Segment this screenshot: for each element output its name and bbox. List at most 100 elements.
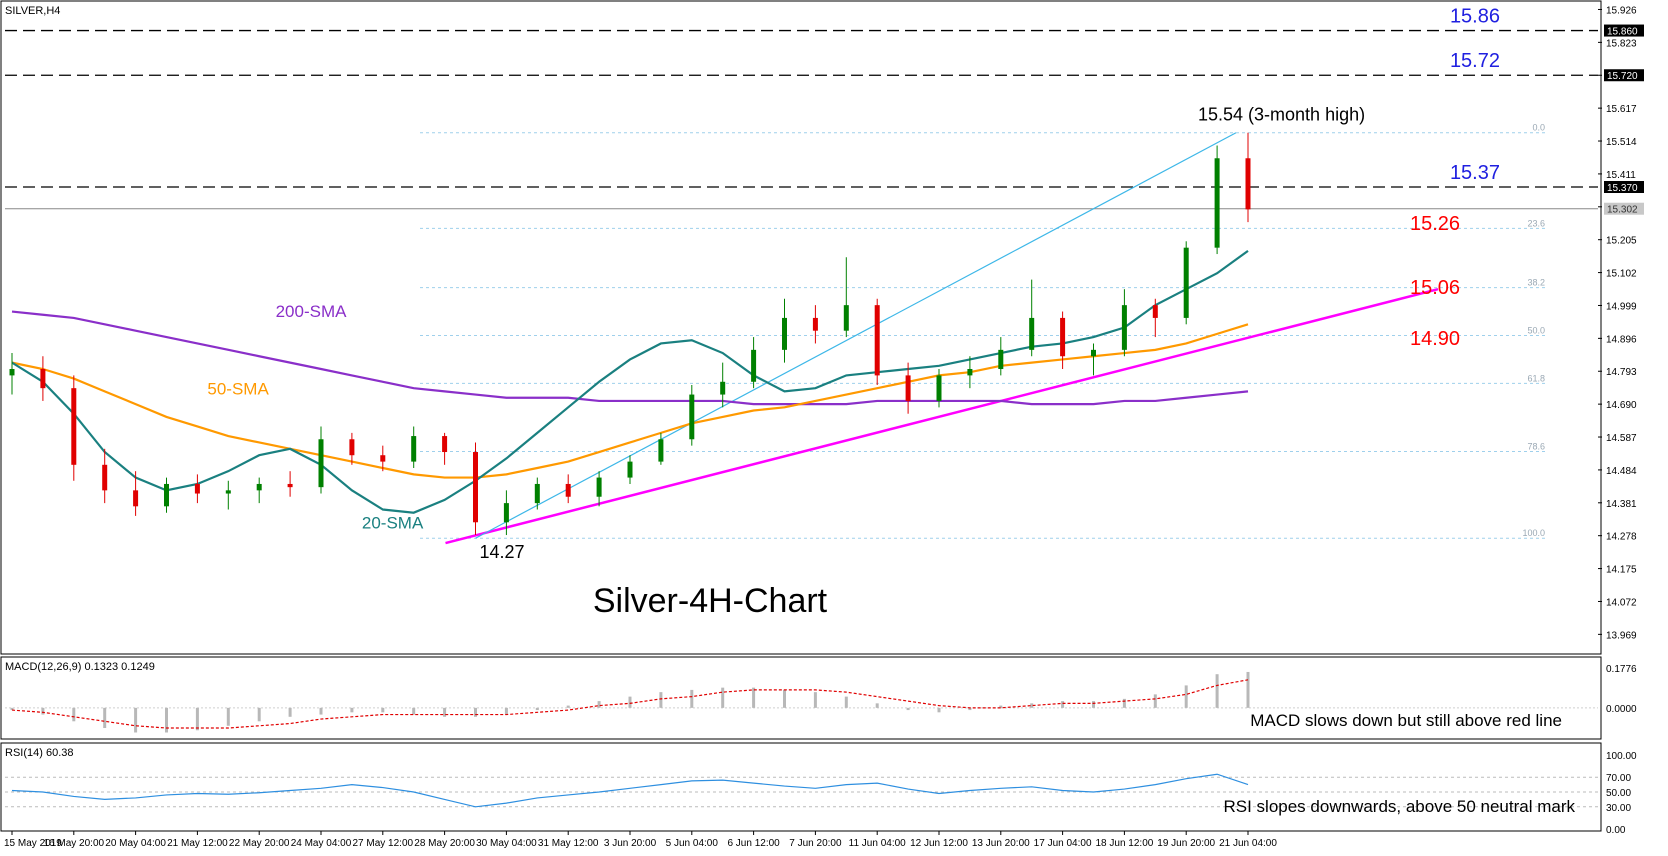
macd-annotation: MACD slows down but still above red line — [1250, 711, 1562, 730]
rsi-tick-label: 100.00 — [1606, 751, 1637, 762]
candle-body — [998, 349, 1004, 370]
price-annotation: 15.06 — [1410, 277, 1460, 299]
time-tick-label: 15 May 2019 — [4, 838, 62, 849]
candle-body — [164, 483, 169, 507]
resistance-level-label: 15.37 — [1450, 162, 1500, 184]
price-tick-label: 14.793 — [1606, 367, 1637, 378]
fib-level-label: 50.0 — [1527, 325, 1545, 335]
time-tick-label: 30 May 04:00 — [476, 838, 537, 849]
macd-label: MACD(12,26,9) 0.1323 0.1249 — [5, 661, 155, 673]
time-tick-label: 11 Jun 04:00 — [849, 838, 907, 849]
rsi-annotation: RSI slopes downwards, above 50 neutral m… — [1223, 797, 1575, 816]
symbol-header: SILVER,H4 — [5, 5, 60, 17]
rsi-label: RSI(14) 60.38 — [5, 747, 73, 759]
time-tick-label: 20 May 04:00 — [105, 838, 166, 849]
candle-body — [503, 503, 509, 523]
fib-level-label: 23.6 — [1527, 218, 1545, 228]
trendlines — [445, 132, 1439, 545]
time-tick-label: 6 Jun 12:00 — [727, 838, 780, 849]
fibonacci-levels: 0.0 23.6 38.2 50.0 61.8 78.6 100.0 — [420, 123, 1548, 539]
resistance-level-label: 15.86 — [1450, 6, 1500, 28]
time-tick-label: 7 Jun 20:00 — [789, 838, 842, 849]
price-tick-label: 14.587 — [1606, 433, 1637, 444]
candle-body — [9, 369, 15, 376]
candle-body — [287, 483, 293, 488]
fib-level-label: 0.0 — [1532, 123, 1545, 133]
candle-body — [565, 483, 571, 497]
candle-body — [1091, 349, 1096, 357]
rsi-tick-label: 30.00 — [1606, 803, 1631, 814]
price-tick-label: 13.969 — [1606, 630, 1637, 641]
candle-body — [843, 305, 849, 331]
price-axis: 15.926 15.823 15.720 15.617 15.514 15.411 15.3… — [1598, 5, 1637, 641]
price-tag-box — [1604, 181, 1644, 194]
price-tick-label: 14.072 — [1606, 597, 1637, 608]
candle-body — [411, 436, 417, 462]
fib-level-label: 100.0 — [1522, 528, 1545, 538]
fib-level-label: 78.6 — [1527, 441, 1545, 451]
candle-body — [627, 461, 633, 478]
price-tick-label: 15.411 — [1606, 170, 1636, 181]
time-tick-label: 3 Jun 20:00 — [604, 838, 657, 849]
rsi-tick-label: 0.00 — [1606, 825, 1626, 836]
candle-body — [751, 349, 757, 382]
candle-body — [812, 317, 818, 331]
macd-tick-label: 0.1776 — [1606, 664, 1637, 675]
time-tick-label: 19 Jun 20:00 — [1157, 838, 1215, 849]
candle-body — [318, 439, 324, 488]
time-tick-label: 28 May 20:00 — [414, 838, 475, 849]
time-tick-label: 13 Jun 20:00 — [972, 838, 1030, 849]
moving-averages: 200-SMA 50-SMA 20-SMA — [11, 249, 1249, 533]
price-tag-box — [1604, 24, 1644, 37]
time-tick-label: 22 May 20:00 — [229, 838, 290, 849]
time-tick-label: 21 May 12:00 — [167, 838, 228, 849]
price-tick-label: 14.278 — [1606, 532, 1637, 543]
candle-body — [71, 388, 77, 465]
price-tag-label: 15.302 — [1607, 205, 1638, 216]
macd-panel: 0.1776 0.0000 — [5, 664, 1637, 733]
candle-body — [720, 381, 726, 395]
candle-body — [40, 369, 46, 389]
rsi-tick-label: 70.00 — [1606, 773, 1631, 784]
candle-body — [936, 375, 942, 401]
fib-level-label: 61.8 — [1527, 373, 1545, 383]
price-tick-label: 15.823 — [1606, 38, 1637, 49]
candle-body — [256, 483, 262, 491]
price-tick-label: 14.896 — [1606, 334, 1637, 345]
price-tick-label: 15.617 — [1606, 104, 1637, 115]
candle-body — [1245, 158, 1251, 210]
candle-body — [349, 439, 355, 456]
time-tick-label: 17 Jun 04:00 — [1034, 838, 1092, 849]
series-label: 20-SMA — [362, 514, 424, 533]
main-panel-frame — [0, 0, 1602, 655]
price-tag-label: 15.370 — [1607, 183, 1638, 194]
candle-body — [1029, 317, 1035, 350]
price-tag-box — [1604, 69, 1644, 82]
rsi-panel: 100.00 70.00 50.00 30.00 0.00 — [5, 751, 1637, 836]
horizontal-levels: 15.86 15.72 15.37 — [5, 6, 1598, 210]
candle-body — [596, 477, 602, 497]
rsi-line — [11, 773, 1249, 808]
time-tick-label: 12 Jun 12:00 — [910, 838, 968, 849]
price-tag-box — [1604, 202, 1644, 215]
candle-body — [782, 317, 787, 350]
time-tick-label: 18 Jun 12:00 — [1095, 838, 1153, 849]
candle-body — [874, 305, 880, 376]
price-tick-label: 15.205 — [1606, 236, 1637, 247]
candle-body — [102, 464, 108, 491]
price-annotation: 14.27 — [480, 542, 525, 562]
series-label: 200-SMA — [276, 302, 348, 321]
candle-body — [133, 490, 139, 507]
candle-body — [473, 452, 478, 523]
time-tick-label: 5 Jun 04:00 — [666, 838, 719, 849]
candle-body — [689, 394, 695, 440]
time-tick-label: 24 May 04:00 — [291, 838, 352, 849]
price-tick-label: 14.175 — [1606, 565, 1637, 576]
candle-body — [658, 439, 664, 462]
time-tick-label: 27 May 12:00 — [352, 838, 413, 849]
price-tag-label: 15.860 — [1607, 27, 1638, 38]
time-tick-label: 16 May 20:00 — [43, 838, 104, 849]
